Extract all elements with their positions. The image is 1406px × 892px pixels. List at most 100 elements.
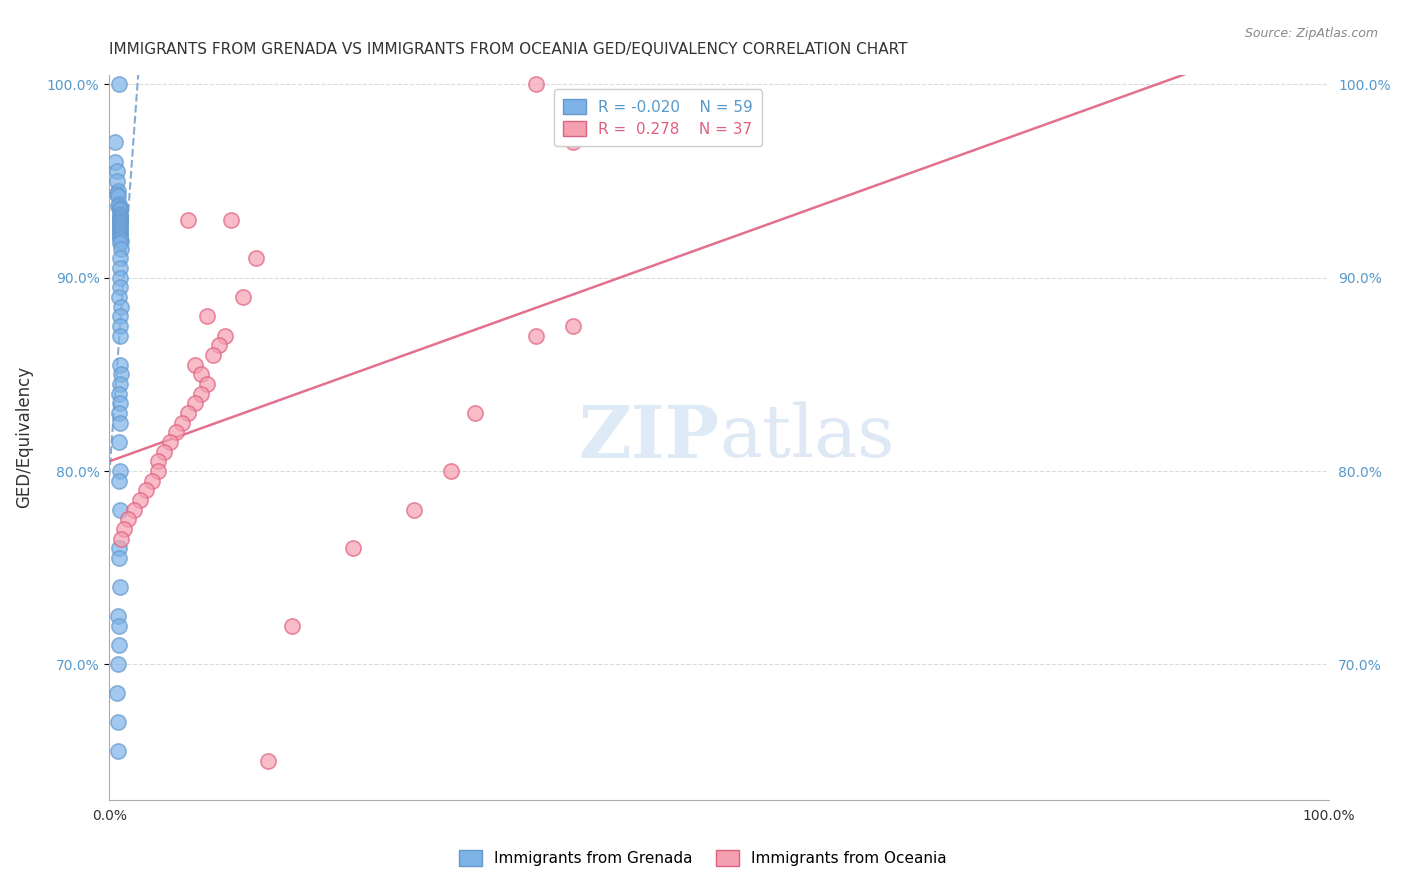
Point (108, 502, 131, 516)
Point (108, 618, 131, 632)
Point (165, 425, 187, 440)
Point (108, 464, 131, 478)
Point (107, 657, 129, 672)
Point (110, 532, 132, 546)
Point (108, 214, 131, 228)
Point (183, 358, 205, 372)
Point (146, 454, 169, 468)
Point (108, 201, 131, 215)
Point (108, 252, 131, 266)
Point (214, 328, 236, 343)
Point (108, 474, 131, 488)
Point (108, 260, 131, 275)
Point (108, 211, 131, 225)
Point (108, 638, 131, 652)
Point (108, 232, 131, 246)
Text: Source: ZipAtlas.com: Source: ZipAtlas.com (1244, 27, 1378, 40)
Point (122, 502, 145, 516)
Point (108, 270, 131, 285)
Point (141, 474, 163, 488)
Point (245, 252, 267, 266)
Point (108, 280, 131, 294)
Point (208, 338, 231, 352)
Point (146, 464, 169, 478)
Point (108, 435, 131, 450)
Point (108, 228, 131, 243)
Point (108, 386, 131, 401)
Point (190, 386, 212, 401)
Point (105, 164, 128, 178)
Point (219, 212, 242, 227)
Point (107, 744, 129, 758)
Point (195, 310, 218, 324)
Point (108, 230, 131, 244)
Point (108, 219, 131, 233)
Point (105, 174, 128, 188)
Point (108, 209, 131, 223)
Point (177, 406, 200, 420)
Point (108, 77, 131, 91)
Text: ZIP: ZIP (578, 401, 718, 473)
Point (107, 199, 129, 213)
Point (561, 136, 583, 150)
Point (108, 580, 131, 594)
Point (107, 715, 129, 730)
Point (108, 220, 131, 235)
Point (108, 197, 131, 211)
Y-axis label: GED/Equivalency: GED/Equivalency (15, 366, 32, 508)
Point (153, 444, 176, 458)
Point (108, 235, 131, 250)
Point (108, 416, 131, 430)
Point (110, 234, 132, 248)
Point (108, 376, 131, 391)
Point (108, 207, 131, 221)
Point (159, 435, 181, 450)
Point (256, 754, 278, 768)
Point (232, 290, 254, 304)
Point (108, 217, 131, 231)
Point (105, 187, 128, 202)
Point (107, 184, 129, 198)
Point (108, 551, 131, 566)
Point (108, 202, 131, 217)
Point (183, 396, 205, 410)
Point (108, 328, 131, 343)
Point (342, 541, 364, 556)
Point (524, 77, 547, 91)
Point (108, 222, 131, 236)
Point (105, 686, 128, 700)
Point (104, 136, 127, 150)
Point (195, 376, 218, 391)
Point (108, 212, 131, 227)
Point (107, 189, 129, 203)
Point (108, 318, 131, 333)
Point (108, 310, 131, 324)
Point (104, 154, 127, 169)
Point (201, 348, 224, 362)
Point (110, 242, 132, 256)
Point (440, 464, 463, 478)
Point (464, 406, 486, 420)
Point (108, 406, 131, 420)
Point (177, 212, 200, 227)
Point (190, 368, 212, 382)
Legend: Immigrants from Grenada, Immigrants from Oceania: Immigrants from Grenada, Immigrants from… (450, 841, 956, 875)
Point (108, 358, 131, 372)
Point (110, 368, 132, 382)
Legend: R = -0.020    N = 59, R =  0.278    N = 37: R = -0.020 N = 59, R = 0.278 N = 37 (554, 89, 762, 146)
Point (128, 493, 150, 508)
Point (108, 290, 131, 304)
Point (135, 483, 157, 498)
Point (108, 396, 131, 410)
Point (108, 224, 131, 238)
Point (117, 512, 139, 526)
Point (561, 318, 583, 333)
Point (524, 328, 547, 343)
Point (108, 226, 131, 240)
Text: IMMIGRANTS FROM GRENADA VS IMMIGRANTS FROM OCEANIA GED/EQUIVALENCY CORRELATION C: IMMIGRANTS FROM GRENADA VS IMMIGRANTS FR… (110, 42, 908, 57)
Text: atlas: atlas (718, 402, 894, 473)
Point (110, 300, 132, 314)
Point (108, 541, 131, 556)
Point (107, 609, 129, 624)
Point (172, 416, 194, 430)
